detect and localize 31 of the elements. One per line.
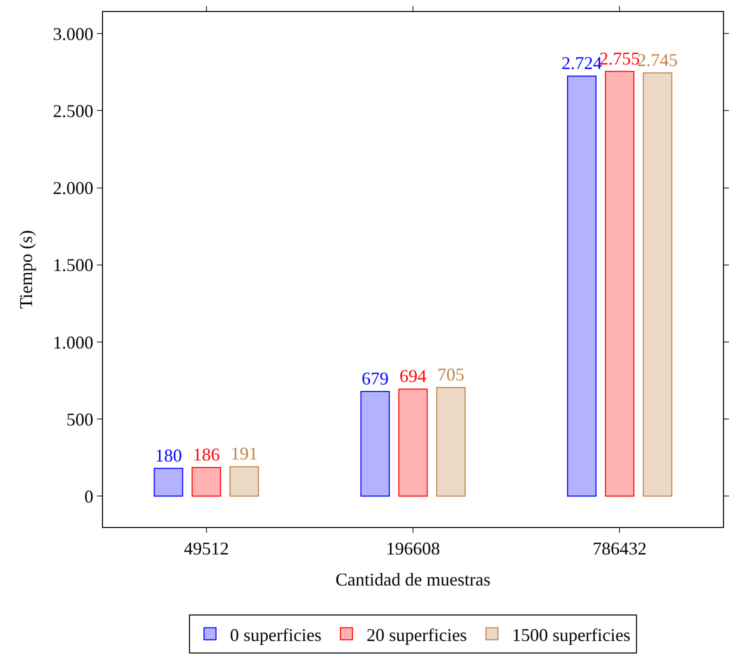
bar bbox=[436, 386, 466, 497]
legend-label: 20 superficies bbox=[366, 624, 467, 645]
y-tick-label: 2.000 bbox=[52, 178, 94, 198]
data-label: 180 bbox=[154, 445, 182, 466]
data-label: 186 bbox=[192, 444, 220, 464]
legend-label: 0 superficies bbox=[230, 624, 322, 645]
bar bbox=[230, 466, 259, 497]
y-tick-label: 0 bbox=[84, 486, 94, 506]
data-label: 705 bbox=[437, 364, 464, 384]
y-tick-label: 500 bbox=[66, 409, 94, 430]
x-tick-label: 196608 bbox=[386, 538, 440, 559]
bar bbox=[567, 76, 596, 497]
bar bbox=[154, 468, 184, 497]
bar bbox=[642, 72, 672, 497]
bar bbox=[604, 70, 634, 497]
x-tick-label: 786432 bbox=[592, 538, 647, 559]
bar bbox=[192, 466, 222, 497]
y-tick-label: 3.000 bbox=[52, 24, 94, 44]
bar bbox=[360, 390, 390, 497]
bar bbox=[398, 388, 428, 497]
legend-label: 1500 superficies bbox=[512, 624, 630, 645]
y-tick-label: 1.000 bbox=[52, 332, 94, 352]
y-tick-label: 2.500 bbox=[52, 100, 94, 121]
x-axis-title: Cantidad de muestras bbox=[336, 570, 490, 590]
data-label: 2.745 bbox=[637, 50, 678, 70]
data-label: 694 bbox=[400, 366, 426, 386]
y-axis-title: Tiempo (s) bbox=[16, 230, 36, 309]
data-label: 679 bbox=[362, 368, 389, 388]
y-tick-label: 1.500 bbox=[52, 255, 94, 276]
x-tick-label: 49512 bbox=[184, 538, 229, 559]
data-label: 191 bbox=[230, 444, 258, 464]
